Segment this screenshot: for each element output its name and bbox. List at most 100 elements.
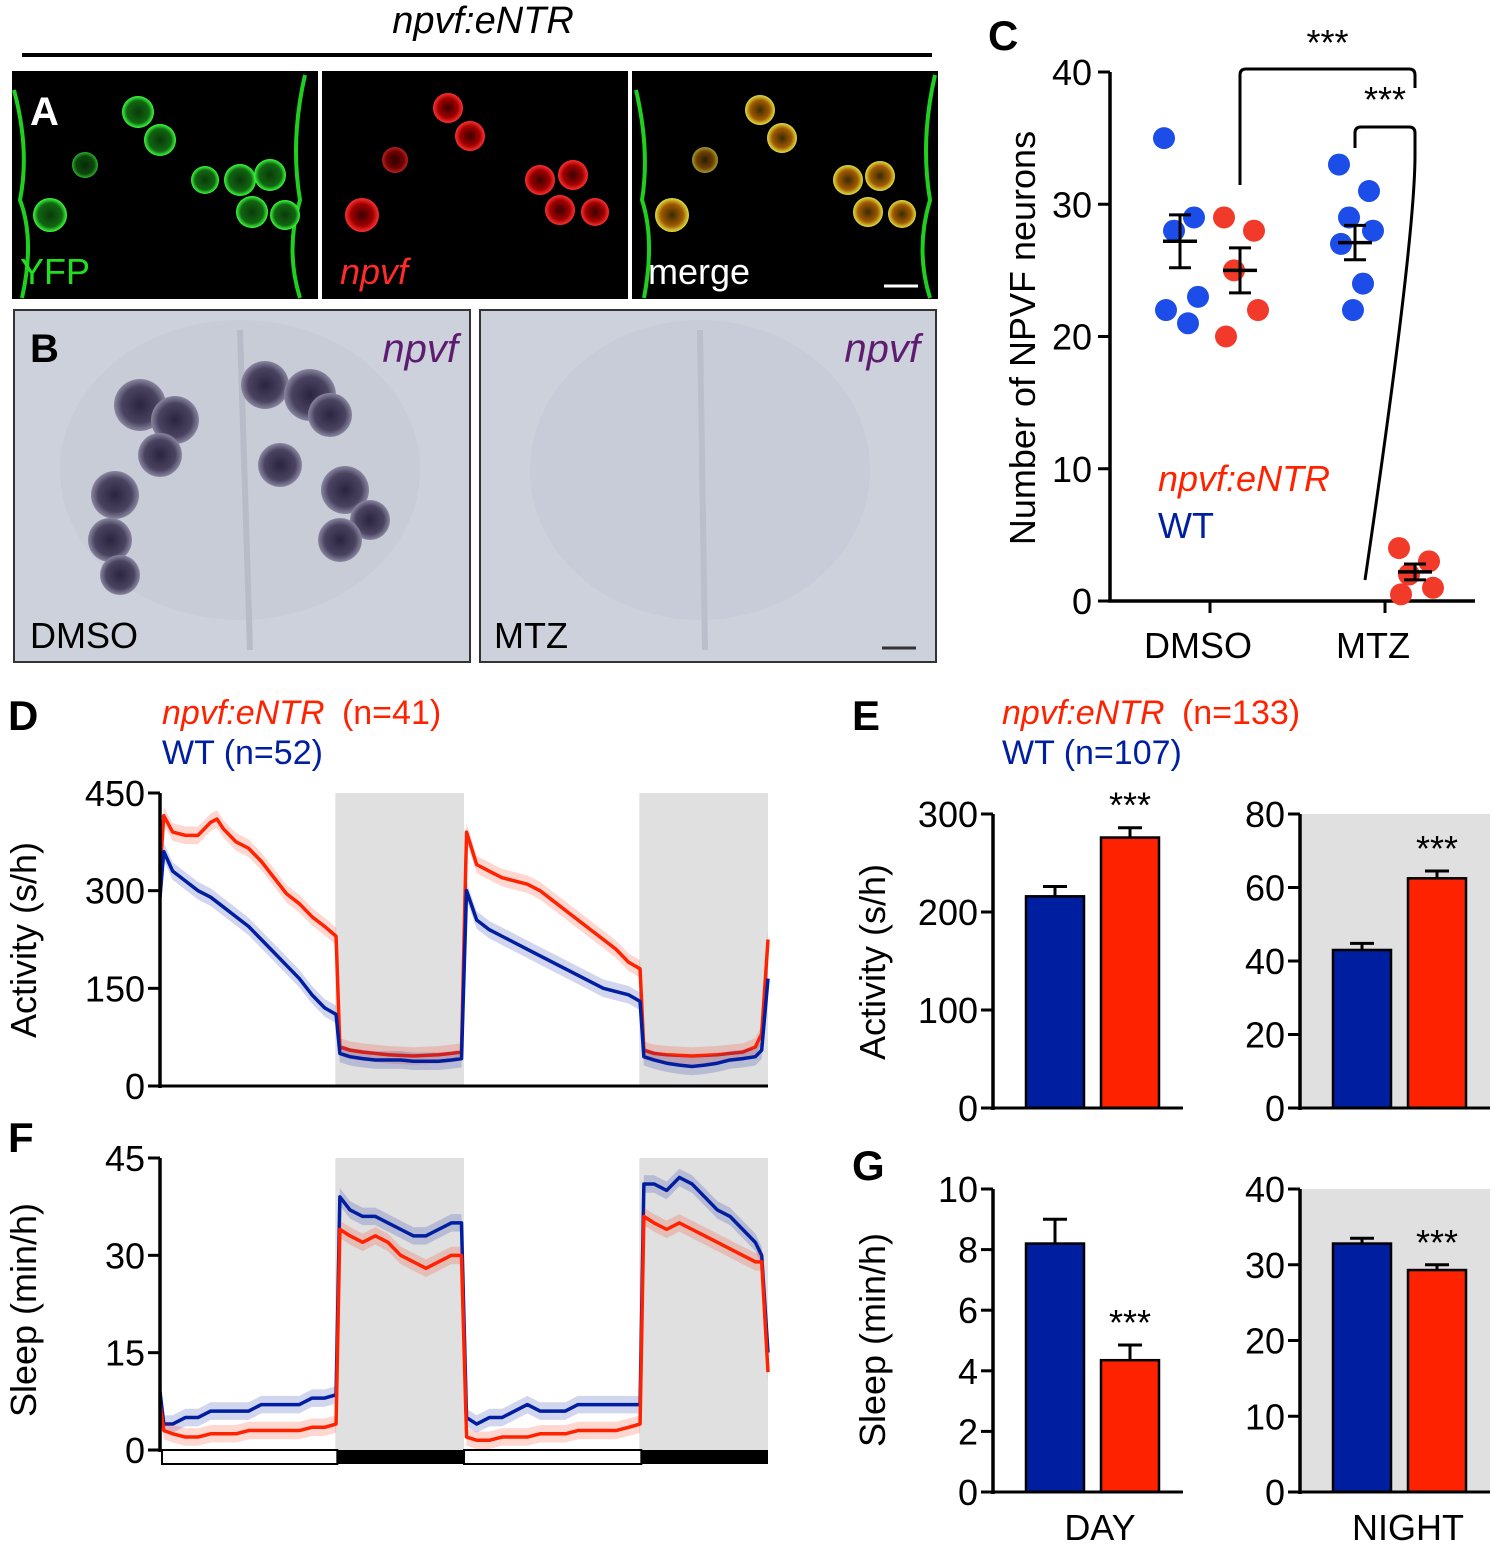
e-ylabel: Activity (s/h) (852, 864, 893, 1060)
f-ytick-label-30: 30 (105, 1235, 145, 1276)
e-day-ytick-label-0: 0 (958, 1088, 978, 1129)
c-mtz-ntr-point (1418, 550, 1440, 573)
c-mtz-wt-point (1352, 272, 1374, 295)
panel-a-letter: A (30, 90, 59, 134)
c-points (1153, 127, 1444, 606)
panel-e: E npvf:eNTR (n=133) WT (n=107) 0 100 200 30… (852, 692, 1490, 1129)
c-significance: *** *** (1238, 22, 1417, 581)
g-day-ytick-label-2: 2 (958, 1411, 978, 1452)
g-night-ntr-bar (1406, 1268, 1468, 1494)
e-night-ytick-label-20: 20 (1245, 1015, 1285, 1056)
c-mtz-ntr-point (1390, 583, 1412, 606)
d-night-shade-1 (335, 793, 464, 1086)
e-night-ytick-label-60: 60 (1245, 868, 1285, 909)
c-ytick-label-40: 40 (1052, 52, 1092, 93)
e-night-ytick-label-40: 40 (1245, 941, 1285, 982)
c-ytick-label-20: 20 (1052, 317, 1092, 358)
d-ytick-label-150: 150 (85, 968, 145, 1009)
f-ytick-label-0: 0 (125, 1430, 145, 1471)
d-ytick-label-300: 300 (85, 871, 145, 912)
c-sig-bracket-2 (1353, 125, 1417, 581)
f-night-shade-2 (639, 1158, 768, 1450)
g-day-ytick-label-6: 6 (958, 1290, 978, 1331)
c-ylabel: Number of NPVF neurons (1002, 131, 1043, 545)
e-night-significance: *** (1416, 828, 1458, 869)
f-day-bar-2 (463, 1449, 643, 1465)
e-day-ntr-bar (1099, 836, 1161, 1110)
c-sig-label-2: *** (1364, 79, 1406, 120)
c-ytick-label-0: 0 (1072, 581, 1092, 622)
g-night-ytick-label-30: 30 (1245, 1245, 1285, 1286)
f-ntr-sem-band (160, 1207, 768, 1450)
c-mtz-wt-point (1358, 180, 1380, 203)
g-night-ytick-label-0: 0 (1265, 1472, 1285, 1513)
c-dmso-wt-point (1177, 312, 1199, 335)
g-day-ntr-bar (1099, 1358, 1161, 1494)
c-sig-bracket-1 (1238, 67, 1417, 185)
panel-g: G 0 2 4 6 8 10 *** 0 10 20 30 40 *** Sleep (min/h) D… (852, 1142, 1490, 1548)
e-legend-ntr-name: npvf:eNTR (1002, 694, 1165, 732)
e-legend-wt: WT (n=107) (1002, 734, 1182, 772)
c-mtz-ntr-point (1422, 576, 1444, 599)
panel-e-letter: E (852, 692, 880, 739)
g-day-ytick-label-10: 10 (938, 1169, 978, 1210)
c-legend-wt: WT (1158, 505, 1214, 546)
panel-f: F 0 15 30 45 Sleep (min/h) (3, 1114, 770, 1471)
g-day-ytick-label-0: 0 (958, 1472, 978, 1513)
g-night-ytick-label-40: 40 (1245, 1169, 1285, 1210)
g-day-ytick-label-8: 8 (958, 1230, 978, 1271)
c-mtz-ntr-point (1398, 563, 1420, 586)
panel-b-letter: B (30, 327, 59, 371)
f-ntr-line (158, 1214, 770, 1443)
panel-c: C Number of NPVF neurons 0 10 20 30 40 DMSO M… (988, 12, 1475, 666)
f-wt-sem-band (160, 1168, 768, 1433)
f-plot: 0 15 30 45 (105, 1138, 770, 1471)
g-day-significance: *** (1109, 1302, 1151, 1343)
c-ytick-label-10: 10 (1052, 449, 1092, 490)
d-legend-ntr: npvf:eNTR (n=41) (162, 694, 441, 732)
f-night-bar-2 (641, 1450, 768, 1464)
c-mtz-wt-point (1338, 206, 1360, 229)
c-mtz-wt-point (1342, 299, 1364, 322)
c-xtick-label-mtz: MTZ (1336, 625, 1410, 666)
panel-b-image-mtz: npvf MTZ (479, 309, 937, 663)
g-night-ytick-label-20: 20 (1245, 1321, 1285, 1362)
c-y-ticks: 0 10 20 30 40 (1052, 52, 1110, 622)
f-ytick-label-15: 15 (105, 1333, 145, 1374)
c-sig-label-1: *** (1306, 22, 1348, 63)
c-dmso-ntr-point (1215, 325, 1237, 348)
npvf-label-b-mtz: npvf (844, 327, 923, 371)
g-night-label: NIGHT (1352, 1507, 1464, 1548)
e-legend-ntr: npvf:eNTR (n=133) (1002, 694, 1300, 732)
g-day-label: DAY (1064, 1507, 1135, 1548)
f-night-shade-1 (335, 1158, 464, 1450)
e-day-ytick-label-200: 200 (918, 892, 978, 933)
g-ylabel: Sleep (min/h) (852, 1233, 893, 1447)
d-wt-line (158, 849, 770, 1069)
c-dmso-ntr-point (1243, 219, 1265, 242)
panel-f-letter: F (8, 1114, 34, 1161)
g-night-significance: *** (1416, 1222, 1458, 1263)
c-legend-ntr: npvf:eNTR (1158, 458, 1330, 499)
e-day-ytick-label-100: 100 (918, 990, 978, 1031)
d-legend-ntr-name: npvf:eNTR (162, 694, 325, 732)
c-ytick-label-30: 30 (1052, 184, 1092, 225)
panel-a: npvf:eNTR A YFP (12, 0, 938, 299)
e-night-wt-bar (1331, 948, 1393, 1110)
c-mtz-ntr-point (1388, 537, 1410, 560)
panel-a-image-npvf: npvf (322, 71, 628, 299)
d-plot: 0 150 300 450 (85, 773, 770, 1107)
e-day-wt-bar (1024, 895, 1086, 1110)
d-ytick-label-450: 450 (85, 773, 145, 814)
c-dmso-wt-point (1163, 219, 1185, 242)
yfp-label: YFP (20, 251, 90, 292)
panel-a-image-yfp: A YFP (12, 71, 318, 299)
c-dmso-wt-point (1155, 299, 1177, 322)
panel-d-letter: D (8, 692, 38, 739)
npvf-label-b-dmso: npvf (382, 327, 461, 371)
g-day-wt-bar (1024, 1242, 1086, 1494)
f-ytick-label-45: 45 (105, 1138, 145, 1179)
f-ylabel: Sleep (min/h) (3, 1203, 44, 1417)
e-day-ytick-label-300: 300 (918, 794, 978, 835)
e-plot: 0 100 200 300 *** 0 20 40 60 80 *** (918, 785, 1490, 1129)
